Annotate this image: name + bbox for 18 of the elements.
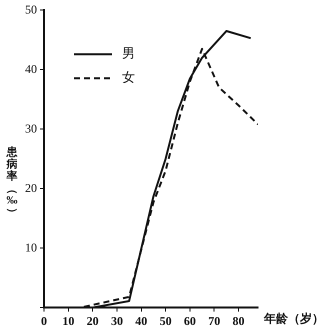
y-tick-label: 50 [25, 2, 37, 16]
legend-label: 女 [122, 70, 135, 85]
x-tick-label: 30 [110, 314, 123, 328]
x-tick-label: 10 [62, 314, 74, 328]
y-tick-label: 10 [25, 240, 37, 254]
y-tick-label: 20 [25, 180, 37, 195]
x-tick-label: 40 [135, 314, 148, 328]
y-axis-title: 患病率（‰） [6, 146, 18, 218]
x-tick-label: 80 [232, 314, 245, 328]
x-tick-label: 20 [86, 314, 99, 328]
x-tick-label: 0 [41, 314, 47, 328]
y-tick-label: 30 [25, 121, 37, 136]
x-axis-title: 年龄（岁） [263, 312, 320, 326]
x-tick-label: 70 [208, 314, 220, 328]
y-tick-label: 40 [25, 62, 37, 76]
x-tick-label: 50 [160, 314, 172, 328]
legend-label: 男 [122, 46, 135, 61]
x-tick-label: 60 [184, 314, 196, 328]
